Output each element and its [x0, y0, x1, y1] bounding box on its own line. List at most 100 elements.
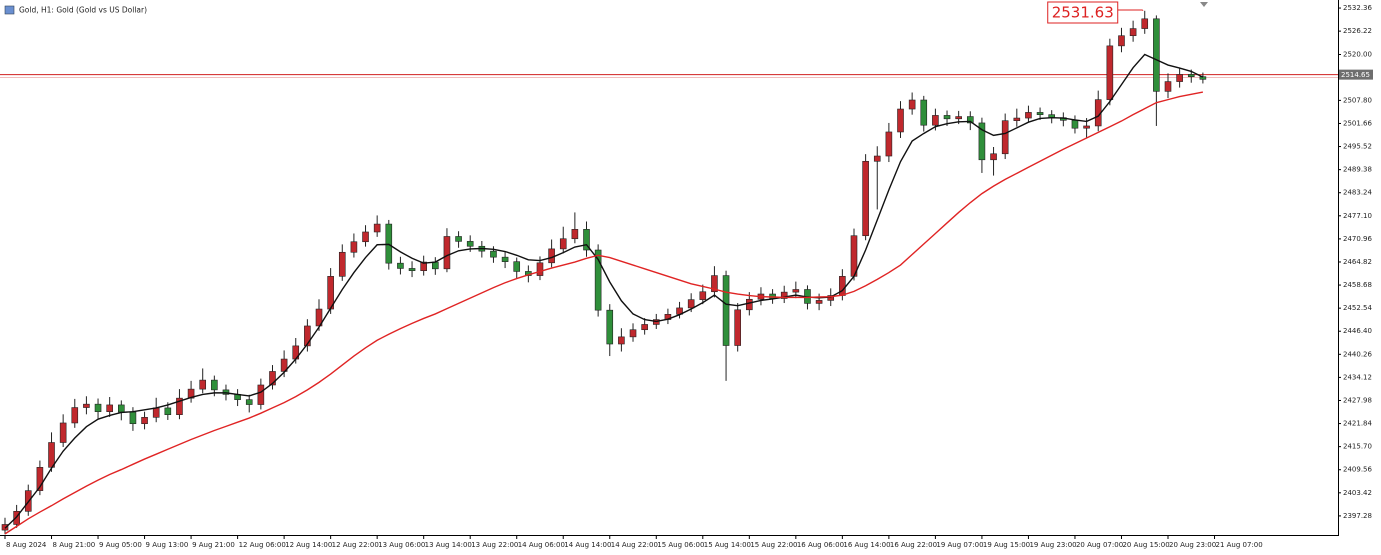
current-price-label: 2514.65	[1341, 71, 1370, 79]
candle-body	[536, 262, 544, 276]
x-tick-label: 14 Aug 06:00	[518, 541, 565, 549]
x-tick-label: 9 Aug 13:00	[146, 541, 189, 549]
candle-body	[641, 324, 648, 331]
y-tick-label: 2446.40	[1343, 327, 1372, 335]
candle-body	[490, 250, 497, 258]
candle-body	[211, 379, 218, 391]
x-tick-label: 13 Aug 14:00	[425, 541, 472, 549]
x-tick-label: 12 Aug 14:00	[285, 541, 332, 549]
candle-body	[59, 422, 67, 443]
y-tick-label: 2489.38	[1343, 166, 1372, 174]
candle-body	[618, 336, 625, 345]
candle-body	[1164, 81, 1172, 92]
candle-body	[629, 329, 637, 338]
candle-body	[1153, 18, 1160, 92]
candle-body	[443, 236, 451, 270]
candle-body	[152, 407, 160, 418]
candle-body	[164, 407, 172, 415]
candle-body	[932, 115, 939, 126]
x-tick-label: 14 Aug 22:00	[611, 541, 658, 549]
x-tick-label: 19 Aug 15:00	[983, 541, 1030, 549]
candle-body	[1071, 120, 1079, 129]
moving-average-line	[4, 91, 1204, 535]
candle-body	[397, 262, 404, 269]
candle-body	[897, 108, 904, 133]
candle-body	[966, 116, 974, 124]
x-tick-label: 16 Aug 22:00	[890, 541, 937, 549]
candle-body	[373, 223, 381, 233]
candle-body	[71, 407, 79, 424]
candle-body	[118, 404, 125, 413]
candle-body	[432, 261, 439, 270]
candle-body	[199, 379, 207, 390]
x-tick-label: 8 Aug 21:00	[53, 541, 96, 549]
candle-body	[862, 160, 869, 237]
y-tick-label: 2501.66	[1343, 119, 1372, 127]
candle-body	[873, 155, 881, 162]
candle-body	[1141, 18, 1149, 29]
candle-body	[141, 417, 148, 425]
y-tick-label: 2520.00	[1343, 51, 1372, 59]
candle-body	[362, 231, 369, 243]
y-tick-label: 2415.70	[1343, 443, 1372, 451]
candle-body	[780, 291, 788, 299]
x-tick-label: 15 Aug 14:00	[704, 541, 751, 549]
y-tick-label: 2397.28	[1343, 512, 1372, 520]
candle-body	[385, 223, 393, 264]
candle-body	[269, 371, 276, 386]
y-tick-label: 2452.54	[1343, 304, 1372, 312]
candle-body	[420, 261, 427, 271]
candle-body	[687, 299, 695, 309]
candle-body	[350, 241, 358, 253]
y-tick-label: 2483.24	[1343, 189, 1372, 197]
x-tick-label: 14 Aug 14:00	[564, 541, 611, 549]
x-tick-label: 16 Aug 14:00	[843, 541, 890, 549]
candle-body	[36, 467, 44, 491]
symbol-icon	[4, 5, 15, 15]
candle-body	[1118, 35, 1125, 47]
y-tick-label: 2421.84	[1343, 420, 1372, 428]
candle-body	[734, 309, 741, 346]
shift-marker	[1200, 2, 1208, 7]
candle-body	[559, 238, 567, 250]
x-tick-label: 21 Aug 07:00	[1216, 541, 1263, 549]
x-tick-label: 9 Aug 05:00	[99, 541, 142, 549]
candle-body	[885, 131, 893, 157]
candle-body	[83, 403, 90, 408]
candle-body	[222, 389, 230, 395]
x-tick-label: 16 Aug 06:00	[797, 541, 844, 549]
x-tick-label: 9 Aug 21:00	[192, 541, 235, 549]
x-tick-label: 12 Aug 06:00	[239, 541, 286, 549]
moving-average-line	[4, 53, 1204, 529]
candle-body	[978, 122, 986, 161]
candle-body	[815, 300, 823, 304]
chart-title: Gold, H1: Gold (Gold vs US Dollar)	[19, 6, 147, 15]
candle-body	[1013, 117, 1021, 121]
candle-body	[1036, 112, 1044, 115]
candle-body	[990, 153, 997, 161]
x-tick-label: 19 Aug 23:00	[1029, 541, 1076, 549]
candle-body	[1199, 76, 1207, 80]
candle-body	[48, 442, 55, 468]
y-tick-label: 2507.80	[1343, 96, 1372, 104]
candle-body	[1129, 28, 1137, 37]
candle-body	[1001, 120, 1009, 155]
x-tick-label: 8 Aug 2024	[6, 541, 47, 549]
candle-body	[746, 298, 753, 311]
y-tick-label: 2458.68	[1343, 281, 1372, 289]
candle-body	[1025, 112, 1032, 119]
y-tick-label: 2403.42	[1343, 489, 1372, 497]
annotation-label: 2531.63	[1052, 4, 1114, 22]
x-tick-label: 20 Aug 15:00	[1122, 541, 1169, 549]
candle-body	[106, 404, 113, 412]
candle-body	[955, 116, 962, 120]
candle-body	[1187, 74, 1195, 77]
y-tick-label: 2434.12	[1343, 373, 1372, 381]
candle-body	[711, 275, 718, 293]
y-tick-label: 2464.82	[1343, 258, 1372, 266]
y-tick-label: 2427.98	[1343, 396, 1372, 404]
annotation-box	[1047, 1, 1119, 24]
candle-body	[304, 325, 311, 347]
